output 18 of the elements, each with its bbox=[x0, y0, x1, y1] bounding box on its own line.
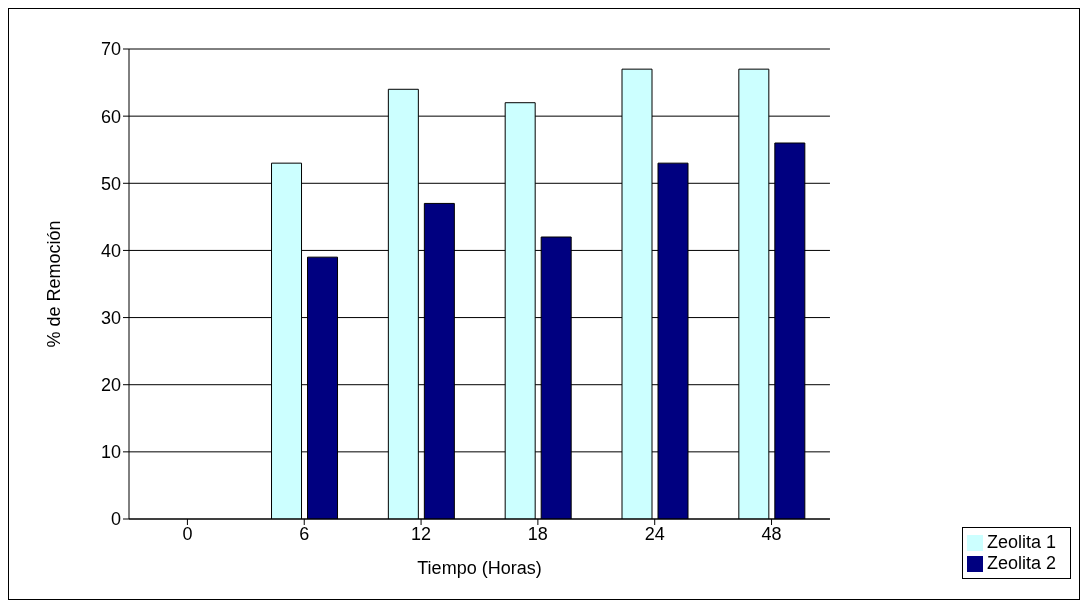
y-tick-label: 10 bbox=[100, 442, 121, 463]
y-tick-label: 30 bbox=[100, 307, 121, 328]
y-axis-title: % de Remoción bbox=[44, 220, 65, 348]
legend-label: Zeolita 1 bbox=[986, 532, 1056, 552]
x-tick-label: 12 bbox=[411, 523, 432, 544]
y-tick-label: 70 bbox=[100, 39, 121, 60]
x-tick-label: 48 bbox=[761, 523, 782, 544]
x-tick-label: 6 bbox=[299, 523, 310, 544]
x-axis-title: Tiempo (Horas) bbox=[417, 558, 542, 578]
y-tick-label: 60 bbox=[100, 106, 121, 127]
y-tick-label: 50 bbox=[100, 173, 121, 194]
legend-label: Zeolita 2 bbox=[986, 553, 1056, 573]
x-tick-label: 24 bbox=[644, 523, 665, 544]
y-tick-label: 40 bbox=[100, 240, 121, 261]
x-tick-label: 0 bbox=[182, 523, 193, 544]
y-tick-label: 0 bbox=[110, 509, 121, 530]
x-tick-label: 18 bbox=[527, 523, 548, 544]
y-tick-label: 20 bbox=[100, 375, 121, 396]
